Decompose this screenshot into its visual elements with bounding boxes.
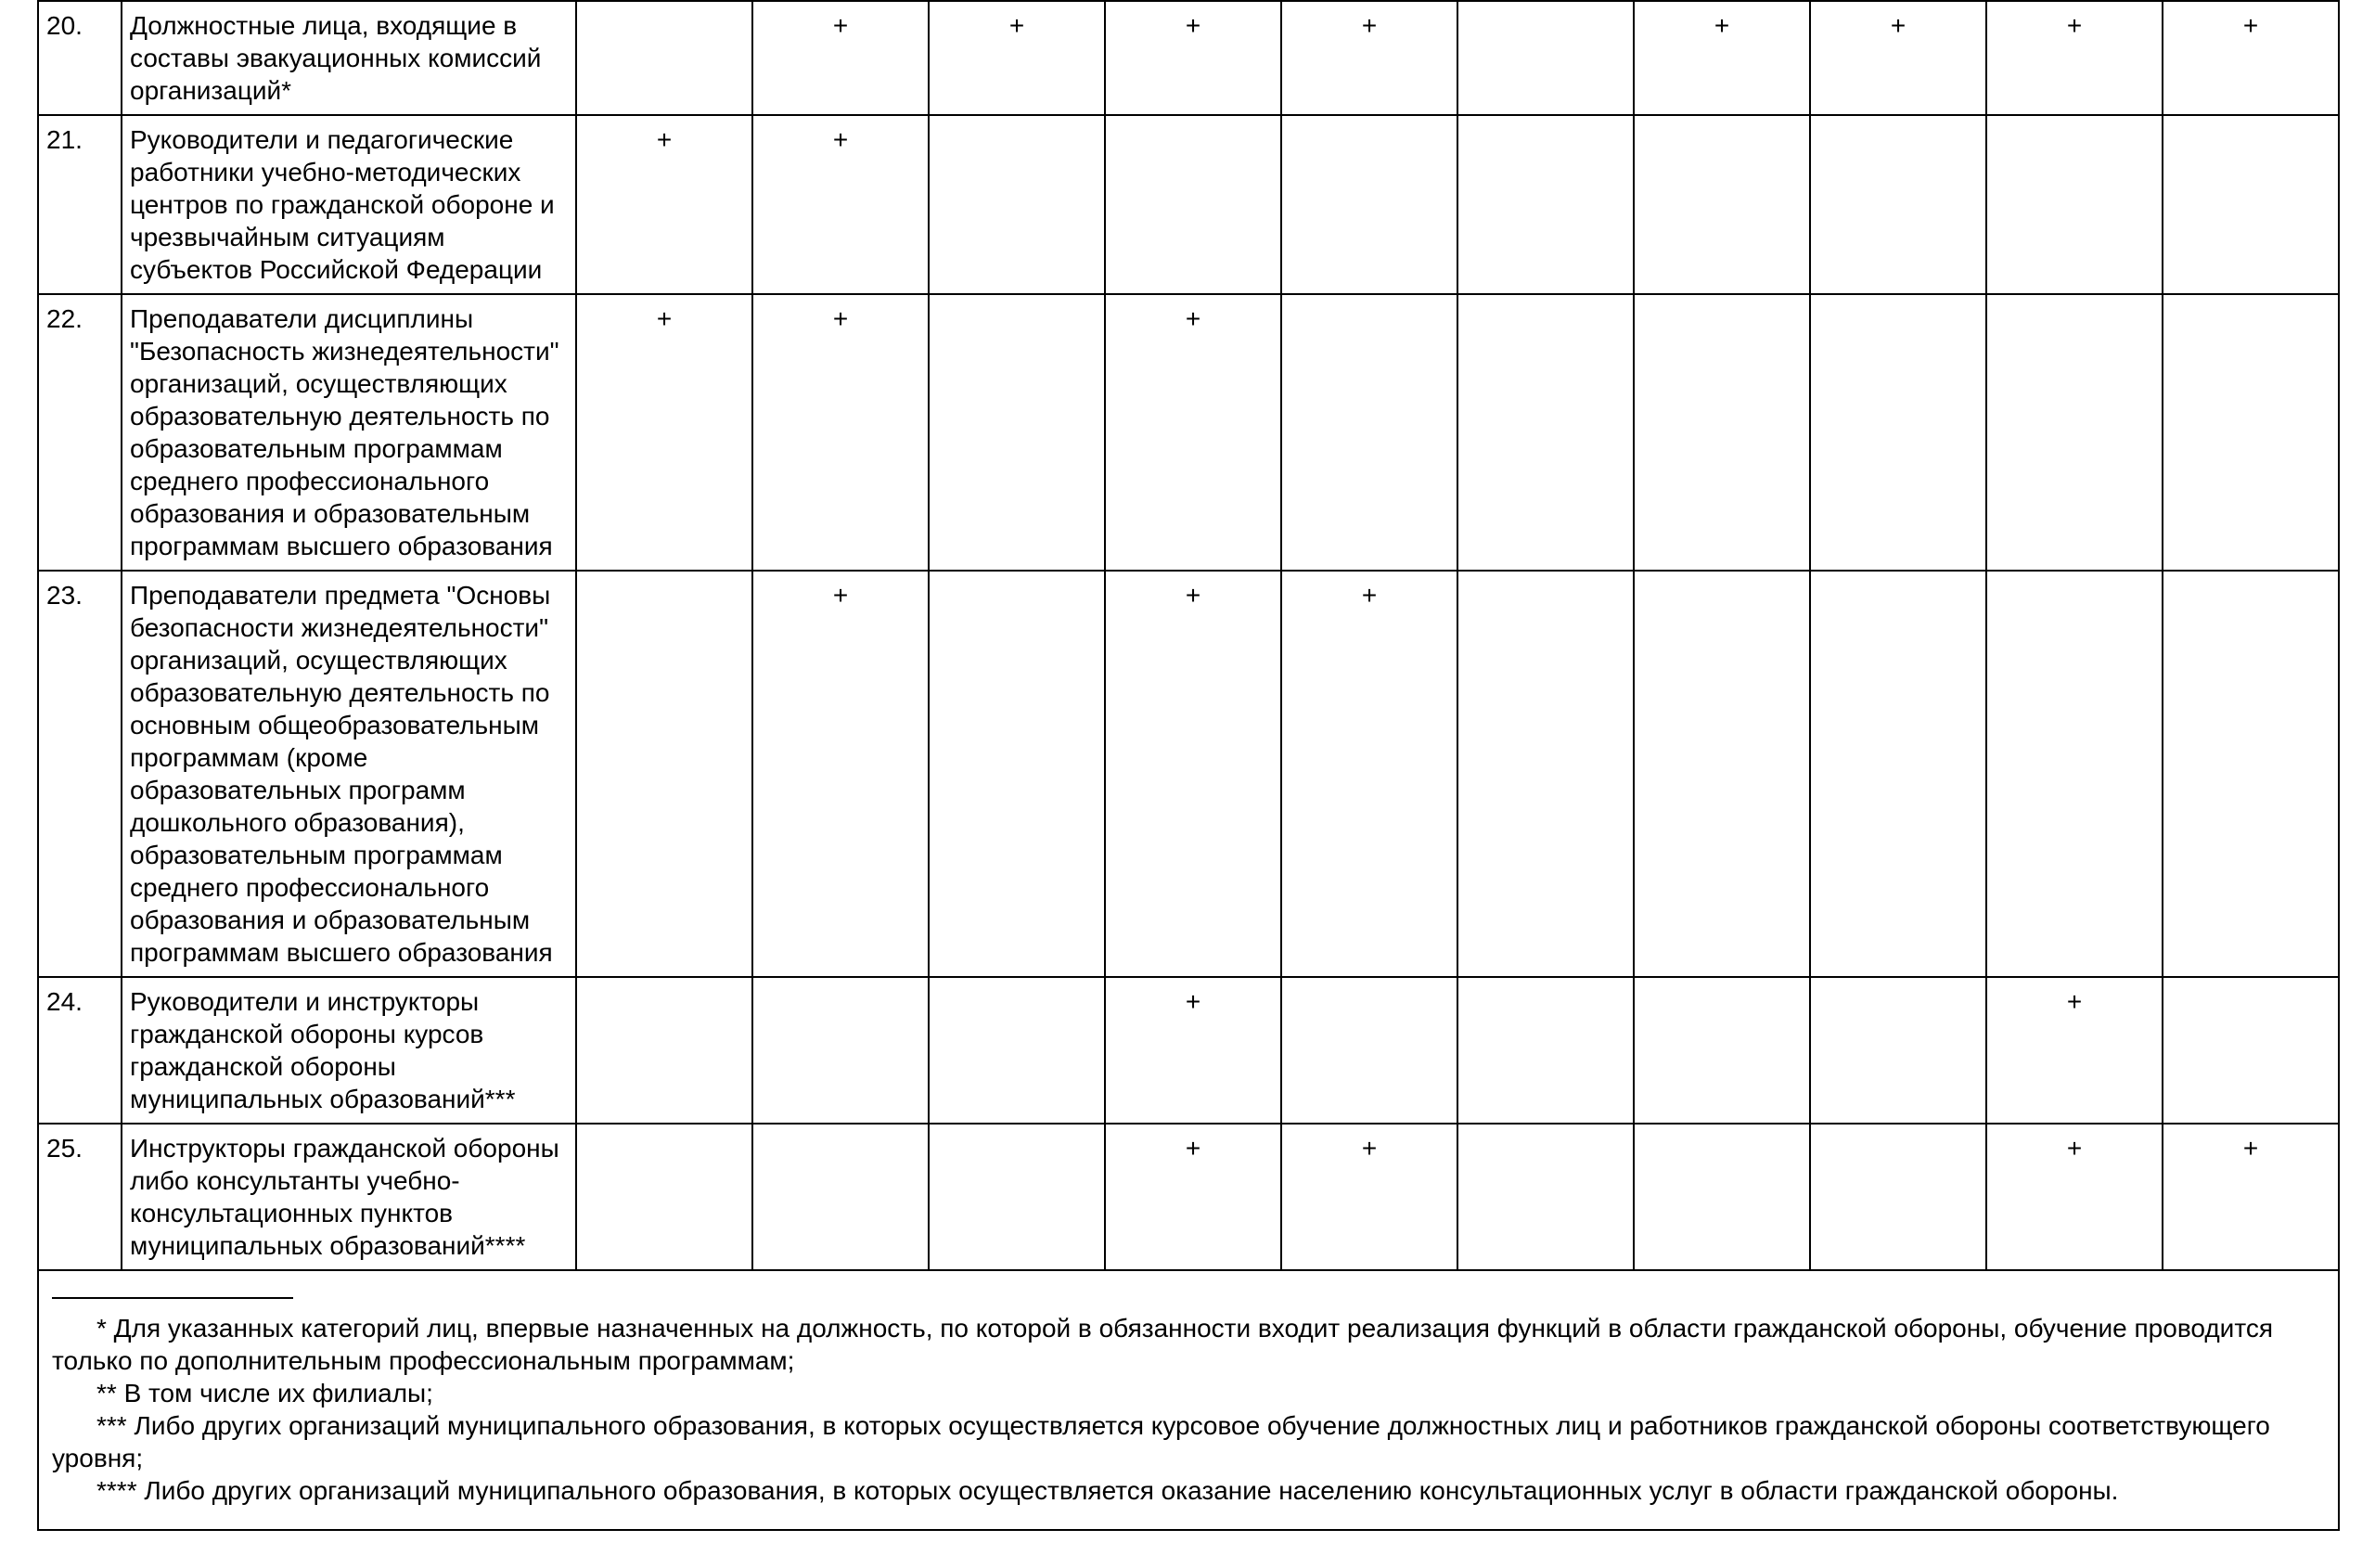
row-number: 21. <box>38 115 122 294</box>
footnote-rule <box>52 1297 293 1299</box>
mark-cell: + <box>1810 1 1986 115</box>
mark-cell: + <box>1634 1 1810 115</box>
mark-cell <box>929 977 1105 1124</box>
mark-cell <box>576 977 752 1124</box>
mark-cell: + <box>929 1 1105 115</box>
mark-cell: + <box>1105 977 1281 1124</box>
row-description: Руководители и педагогические работники … <box>122 115 576 294</box>
mark-cell: + <box>1986 977 2163 1124</box>
mark-cell <box>752 1124 929 1270</box>
mark-cell <box>2163 571 2339 977</box>
mark-cell: + <box>1105 1 1281 115</box>
mark-cell: + <box>1105 1124 1281 1270</box>
row-description: Преподаватели предмета "Основы безопасно… <box>122 571 576 977</box>
mark-cell <box>1457 294 1634 571</box>
mark-cell: + <box>752 571 929 977</box>
row-description: Преподаватели дисциплины "Безопасность ж… <box>122 294 576 571</box>
footnote-line: ** В том числе их филиалы; <box>52 1377 2325 1409</box>
mark-cell: + <box>1105 294 1281 571</box>
mark-cell <box>929 1124 1105 1270</box>
mark-cell <box>1810 571 1986 977</box>
mark-cell <box>1281 115 1457 294</box>
mark-cell: + <box>1281 1 1457 115</box>
regulation-table: 20. Должностные лица, входящие в составы… <box>37 0 2340 1531</box>
row-description: Руководители и инструкторы гражданской о… <box>122 977 576 1124</box>
mark-cell: + <box>1281 571 1457 977</box>
table-row: 23. Преподаватели предмета "Основы безоп… <box>38 571 2339 977</box>
mark-cell <box>1281 977 1457 1124</box>
mark-cell <box>1986 571 2163 977</box>
mark-cell: + <box>576 115 752 294</box>
mark-cell <box>1457 977 1634 1124</box>
footnote-line: *** Либо других организаций муниципально… <box>52 1409 2325 1474</box>
row-number: 23. <box>38 571 122 977</box>
row-description: Должностные лица, входящие в составы эва… <box>122 1 576 115</box>
mark-cell <box>1105 115 1281 294</box>
footnote-line: * Для указанных категорий лиц, впервые н… <box>52 1312 2325 1377</box>
row-number: 24. <box>38 977 122 1124</box>
mark-cell <box>1810 115 1986 294</box>
page: 20. Должностные лица, входящие в составы… <box>0 0 2375 1568</box>
mark-cell: + <box>2163 1124 2339 1270</box>
table-row: 20. Должностные лица, входящие в составы… <box>38 1 2339 115</box>
mark-cell <box>2163 115 2339 294</box>
mark-cell: + <box>752 1 929 115</box>
mark-cell: + <box>1281 1124 1457 1270</box>
mark-cell <box>1634 571 1810 977</box>
mark-cell <box>1986 294 2163 571</box>
mark-cell <box>752 977 929 1124</box>
mark-cell <box>576 1124 752 1270</box>
mark-cell: + <box>752 115 929 294</box>
mark-cell: + <box>752 294 929 571</box>
mark-cell <box>2163 294 2339 571</box>
mark-cell <box>1634 1124 1810 1270</box>
table-row: 25. Инструкторы гражданской обороны либо… <box>38 1124 2339 1270</box>
mark-cell <box>1634 294 1810 571</box>
mark-cell <box>1634 977 1810 1124</box>
mark-cell: + <box>1105 571 1281 977</box>
mark-cell <box>576 571 752 977</box>
mark-cell: + <box>2163 1 2339 115</box>
mark-cell <box>929 294 1105 571</box>
mark-cell <box>1457 1 1634 115</box>
mark-cell <box>576 1 752 115</box>
mark-cell <box>929 571 1105 977</box>
mark-cell <box>929 115 1105 294</box>
footnote-cell: * Для указанных категорий лиц, впервые н… <box>38 1270 2339 1530</box>
table-row: 22. Преподаватели дисциплины "Безопаснос… <box>38 294 2339 571</box>
table-row: 21. Руководители и педагогические работн… <box>38 115 2339 294</box>
mark-cell: + <box>1986 1 2163 115</box>
mark-cell <box>1457 1124 1634 1270</box>
mark-cell <box>1281 294 1457 571</box>
table-row: 24. Руководители и инструкторы гражданск… <box>38 977 2339 1124</box>
footnote-row: * Для указанных категорий лиц, впервые н… <box>38 1270 2339 1530</box>
footnote-line: **** Либо других организаций муниципальн… <box>52 1474 2325 1507</box>
mark-cell <box>1457 571 1634 977</box>
row-description: Инструкторы гражданской обороны либо кон… <box>122 1124 576 1270</box>
mark-cell <box>2163 977 2339 1124</box>
mark-cell <box>1634 115 1810 294</box>
row-number: 22. <box>38 294 122 571</box>
row-number: 20. <box>38 1 122 115</box>
row-number: 25. <box>38 1124 122 1270</box>
mark-cell <box>1457 115 1634 294</box>
mark-cell <box>1810 977 1986 1124</box>
mark-cell <box>1810 294 1986 571</box>
mark-cell <box>1986 115 2163 294</box>
mark-cell: + <box>1986 1124 2163 1270</box>
mark-cell <box>1810 1124 1986 1270</box>
mark-cell: + <box>576 294 752 571</box>
